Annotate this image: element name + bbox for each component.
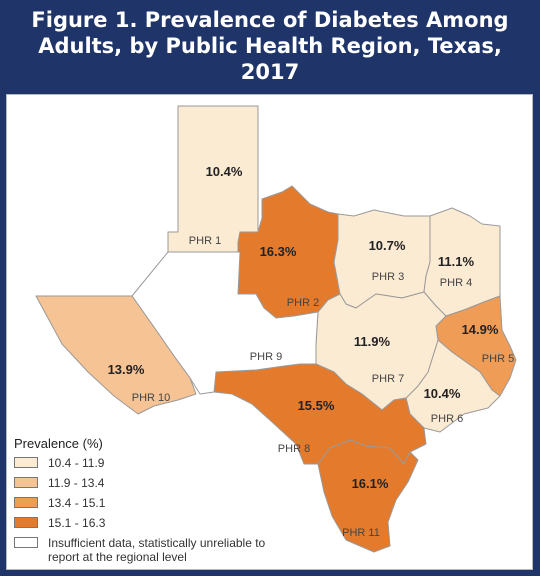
legend-swatch <box>14 477 38 488</box>
region-value-phr-11: 16.1% <box>352 476 389 491</box>
figure-title: Figure 1. Prevalence of Diabetes Among A… <box>31 8 509 84</box>
region-label-phr-4: PHR 4 <box>440 277 472 289</box>
legend-title: Prevalence (%) <box>14 436 103 451</box>
region-value-phr-8: 15.5% <box>298 398 335 413</box>
region-phr-1 <box>167 105 259 253</box>
map-legend: Prevalence (%) 10.4 - 11.9 11.9 - 13.4 1… <box>14 436 314 572</box>
region-label-phr-3: PHR 3 <box>372 271 404 283</box>
region-value-phr-7: 11.9% <box>354 334 391 349</box>
region-value-phr-5: 14.9% <box>462 322 499 337</box>
figure-header: Figure 1. Prevalence of Diabetes Among A… <box>0 0 540 92</box>
region-label-phr-9: PHR 9 <box>250 351 282 363</box>
legend-label: 13.4 - 15.1 <box>48 496 106 510</box>
legend-item-bin4: 15.1 - 16.3 <box>14 516 314 536</box>
legend-item-bin3: 13.4 - 15.1 <box>14 496 314 516</box>
region-value-phr-3: 10.7% <box>369 238 406 253</box>
region-value-phr-1: 10.4% <box>206 164 243 179</box>
region-label-phr-10: PHR 10 <box>132 392 171 404</box>
region-phr-3 <box>333 209 431 309</box>
legend-swatch <box>14 517 38 528</box>
legend-label: 10.4 - 11.9 <box>48 456 105 470</box>
legend-item-bin1: 10.4 - 11.9 <box>14 456 314 476</box>
labels-layer: 10.4% PHR 1 16.3% PHR 2 10.7% PHR 3 11.1% PHR 4… <box>108 164 515 539</box>
region-label-phr-1: PHR 1 <box>189 235 221 247</box>
regions-layer <box>35 105 517 553</box>
legend-swatch <box>14 457 38 468</box>
legend-label: Insufficient data, statistically unrelia… <box>48 536 266 564</box>
region-phr-10 <box>35 295 197 415</box>
region-label-phr-6: PHR 6 <box>431 413 463 425</box>
region-value-phr-2: 16.3% <box>260 244 297 259</box>
region-label-phr-7: PHR 7 <box>372 373 404 385</box>
region-label-phr-11: PHR 11 <box>342 527 380 539</box>
legend-item-bin2: 11.9 - 13.4 <box>14 476 314 496</box>
region-label-phr-2: PHR 2 <box>287 297 319 309</box>
legend-item-insufficient: Insufficient data, statistically unrelia… <box>14 536 314 572</box>
legend-label: 11.9 - 13.4 <box>48 476 105 490</box>
region-value-phr-10: 13.9% <box>108 362 145 377</box>
region-value-phr-4: 11.1% <box>438 254 475 269</box>
legend-label: 15.1 - 16.3 <box>48 516 106 530</box>
region-phr-11 <box>317 439 419 553</box>
legend-swatch <box>14 537 38 548</box>
region-label-phr-8: PHR 8 <box>278 443 310 455</box>
region-value-phr-6: 10.4% <box>424 386 461 401</box>
legend-swatch <box>14 497 38 508</box>
region-label-phr-5: PHR 5 <box>482 353 514 365</box>
